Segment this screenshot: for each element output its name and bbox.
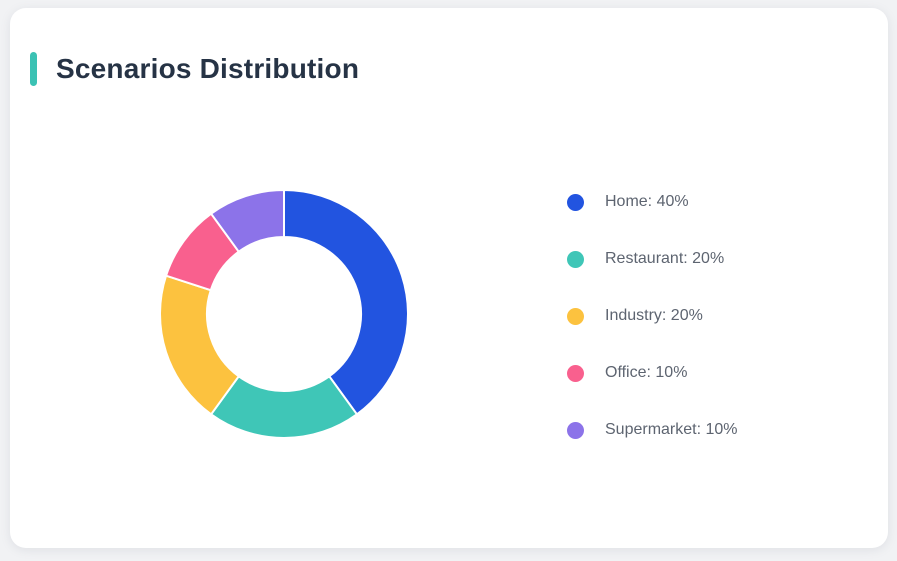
donut-segment-home[interactable] <box>283 189 409 416</box>
legend-item-industry[interactable]: Industry: 20% <box>567 306 738 326</box>
chart-legend: Home: 40% Restaurant: 20% Industry: 20% Off… <box>567 192 738 440</box>
legend-dot-supermarket <box>567 421 584 439</box>
donut-segment-supermarket[interactable] <box>210 189 285 253</box>
legend-label-home: Home: 40% <box>605 193 689 210</box>
legend-label-industry: Industry: 20% <box>605 307 703 324</box>
legend-dot-industry <box>567 307 584 325</box>
legend-item-home[interactable]: Home: 40% <box>567 192 738 212</box>
legend-label-office: Office: 10% <box>605 364 688 381</box>
legend-item-office[interactable]: Office: 10% <box>567 363 738 383</box>
donut-segment-industry[interactable] <box>159 274 240 416</box>
scenarios-distribution-card: Scenarios Distribution Home: 40% Restaura… <box>10 8 888 548</box>
legend-dot-restaurant <box>567 250 584 268</box>
card-header: Scenarios Distribution <box>30 52 359 86</box>
legend-dot-office <box>567 364 584 382</box>
legend-item-supermarket[interactable]: Supermarket: 10% <box>567 420 738 440</box>
legend-label-supermarket: Supermarket: 10% <box>605 421 738 438</box>
legend-item-restaurant[interactable]: Restaurant: 20% <box>567 249 738 269</box>
legend-label-restaurant: Restaurant: 20% <box>605 250 725 267</box>
card-title: Scenarios Distribution <box>56 53 360 84</box>
donut-chart <box>159 189 409 439</box>
legend-dot-home <box>567 193 584 211</box>
title-accent-bar <box>30 52 37 86</box>
